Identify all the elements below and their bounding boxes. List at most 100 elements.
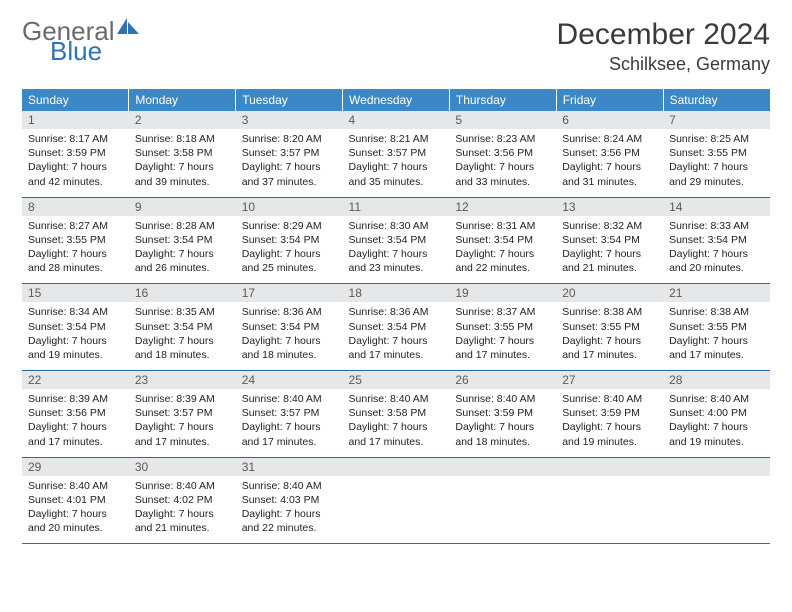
daylight-text-1: Daylight: 7 hours bbox=[669, 420, 764, 434]
daylight-text-1: Daylight: 7 hours bbox=[28, 247, 123, 261]
day-cell: 30Sunrise: 8:40 AMSunset: 4:02 PMDayligh… bbox=[129, 457, 236, 544]
daylight-text-1: Daylight: 7 hours bbox=[349, 247, 444, 261]
day-content: Sunrise: 8:37 AMSunset: 3:55 PMDaylight:… bbox=[449, 302, 556, 370]
sunrise-text: Sunrise: 8:29 AM bbox=[242, 219, 337, 233]
day-number: 30 bbox=[129, 458, 236, 476]
day-content-empty bbox=[343, 476, 450, 528]
weekday-header: Thursday bbox=[449, 89, 556, 111]
sunrise-text: Sunrise: 8:27 AM bbox=[28, 219, 123, 233]
daylight-text-1: Daylight: 7 hours bbox=[349, 334, 444, 348]
day-number: 22 bbox=[22, 371, 129, 389]
daylight-text-2: and 42 minutes. bbox=[28, 175, 123, 189]
day-number: 24 bbox=[236, 371, 343, 389]
day-content: Sunrise: 8:38 AMSunset: 3:55 PMDaylight:… bbox=[556, 302, 663, 370]
sunset-text: Sunset: 3:55 PM bbox=[669, 146, 764, 160]
sunrise-text: Sunrise: 8:39 AM bbox=[135, 392, 230, 406]
day-cell: 31Sunrise: 8:40 AMSunset: 4:03 PMDayligh… bbox=[236, 457, 343, 544]
sunrise-text: Sunrise: 8:40 AM bbox=[28, 479, 123, 493]
weekday-header-row: Sunday Monday Tuesday Wednesday Thursday… bbox=[22, 89, 770, 111]
day-cell: 10Sunrise: 8:29 AMSunset: 3:54 PMDayligh… bbox=[236, 197, 343, 284]
daylight-text-2: and 37 minutes. bbox=[242, 175, 337, 189]
day-content: Sunrise: 8:39 AMSunset: 3:56 PMDaylight:… bbox=[22, 389, 129, 457]
day-content: Sunrise: 8:38 AMSunset: 3:55 PMDaylight:… bbox=[663, 302, 770, 370]
sunset-text: Sunset: 3:54 PM bbox=[135, 233, 230, 247]
daylight-text-1: Daylight: 7 hours bbox=[669, 160, 764, 174]
day-content: Sunrise: 8:24 AMSunset: 3:56 PMDaylight:… bbox=[556, 129, 663, 197]
sunset-text: Sunset: 3:57 PM bbox=[349, 146, 444, 160]
day-number: 19 bbox=[449, 284, 556, 302]
day-content: Sunrise: 8:23 AMSunset: 3:56 PMDaylight:… bbox=[449, 129, 556, 197]
day-content: Sunrise: 8:36 AMSunset: 3:54 PMDaylight:… bbox=[343, 302, 450, 370]
sunrise-text: Sunrise: 8:40 AM bbox=[242, 479, 337, 493]
day-number: 23 bbox=[129, 371, 236, 389]
day-content: Sunrise: 8:21 AMSunset: 3:57 PMDaylight:… bbox=[343, 129, 450, 197]
sunrise-text: Sunrise: 8:34 AM bbox=[28, 305, 123, 319]
sunrise-text: Sunrise: 8:36 AM bbox=[349, 305, 444, 319]
sunrise-text: Sunrise: 8:28 AM bbox=[135, 219, 230, 233]
sunset-text: Sunset: 3:54 PM bbox=[135, 320, 230, 334]
sunrise-text: Sunrise: 8:38 AM bbox=[669, 305, 764, 319]
sunset-text: Sunset: 3:59 PM bbox=[455, 406, 550, 420]
day-cell: 21Sunrise: 8:38 AMSunset: 3:55 PMDayligh… bbox=[663, 284, 770, 371]
sunrise-text: Sunrise: 8:17 AM bbox=[28, 132, 123, 146]
daylight-text-1: Daylight: 7 hours bbox=[349, 160, 444, 174]
sunset-text: Sunset: 3:55 PM bbox=[562, 320, 657, 334]
daylight-text-2: and 22 minutes. bbox=[242, 521, 337, 535]
day-number: 29 bbox=[22, 458, 129, 476]
day-number-empty bbox=[556, 458, 663, 476]
daylight-text-1: Daylight: 7 hours bbox=[349, 420, 444, 434]
day-number: 9 bbox=[129, 198, 236, 216]
weekday-header: Wednesday bbox=[343, 89, 450, 111]
day-cell: 26Sunrise: 8:40 AMSunset: 3:59 PMDayligh… bbox=[449, 371, 556, 458]
day-cell: 3Sunrise: 8:20 AMSunset: 3:57 PMDaylight… bbox=[236, 111, 343, 197]
daylight-text-1: Daylight: 7 hours bbox=[135, 160, 230, 174]
sunrise-text: Sunrise: 8:31 AM bbox=[455, 219, 550, 233]
week-row: 29Sunrise: 8:40 AMSunset: 4:01 PMDayligh… bbox=[22, 457, 770, 544]
daylight-text-1: Daylight: 7 hours bbox=[562, 420, 657, 434]
sunset-text: Sunset: 3:55 PM bbox=[28, 233, 123, 247]
day-content: Sunrise: 8:40 AMSunset: 4:03 PMDaylight:… bbox=[236, 476, 343, 544]
day-content: Sunrise: 8:40 AMSunset: 4:01 PMDaylight:… bbox=[22, 476, 129, 544]
daylight-text-1: Daylight: 7 hours bbox=[455, 160, 550, 174]
week-row: 8Sunrise: 8:27 AMSunset: 3:55 PMDaylight… bbox=[22, 197, 770, 284]
daylight-text-2: and 18 minutes. bbox=[135, 348, 230, 362]
sunset-text: Sunset: 4:03 PM bbox=[242, 493, 337, 507]
day-number: 8 bbox=[22, 198, 129, 216]
daylight-text-2: and 17 minutes. bbox=[349, 435, 444, 449]
day-number: 5 bbox=[449, 111, 556, 129]
daylight-text-2: and 20 minutes. bbox=[28, 521, 123, 535]
sunset-text: Sunset: 4:01 PM bbox=[28, 493, 123, 507]
daylight-text-1: Daylight: 7 hours bbox=[135, 334, 230, 348]
day-cell: 14Sunrise: 8:33 AMSunset: 3:54 PMDayligh… bbox=[663, 197, 770, 284]
weekday-header: Tuesday bbox=[236, 89, 343, 111]
day-number: 15 bbox=[22, 284, 129, 302]
daylight-text-1: Daylight: 7 hours bbox=[242, 420, 337, 434]
day-cell bbox=[556, 457, 663, 544]
day-content: Sunrise: 8:28 AMSunset: 3:54 PMDaylight:… bbox=[129, 216, 236, 284]
daylight-text-1: Daylight: 7 hours bbox=[242, 507, 337, 521]
daylight-text-1: Daylight: 7 hours bbox=[28, 334, 123, 348]
logo-text-blue: Blue bbox=[50, 38, 102, 64]
sunset-text: Sunset: 3:55 PM bbox=[669, 320, 764, 334]
day-number: 1 bbox=[22, 111, 129, 129]
day-content: Sunrise: 8:33 AMSunset: 3:54 PMDaylight:… bbox=[663, 216, 770, 284]
sunrise-text: Sunrise: 8:24 AM bbox=[562, 132, 657, 146]
daylight-text-1: Daylight: 7 hours bbox=[562, 334, 657, 348]
daylight-text-1: Daylight: 7 hours bbox=[562, 247, 657, 261]
sunrise-text: Sunrise: 8:40 AM bbox=[669, 392, 764, 406]
day-number: 4 bbox=[343, 111, 450, 129]
sunset-text: Sunset: 3:54 PM bbox=[349, 320, 444, 334]
day-content: Sunrise: 8:40 AMSunset: 3:59 PMDaylight:… bbox=[556, 389, 663, 457]
daylight-text-1: Daylight: 7 hours bbox=[242, 334, 337, 348]
daylight-text-2: and 31 minutes. bbox=[562, 175, 657, 189]
day-cell: 5Sunrise: 8:23 AMSunset: 3:56 PMDaylight… bbox=[449, 111, 556, 197]
daylight-text-1: Daylight: 7 hours bbox=[455, 247, 550, 261]
day-cell: 20Sunrise: 8:38 AMSunset: 3:55 PMDayligh… bbox=[556, 284, 663, 371]
day-cell bbox=[663, 457, 770, 544]
sunrise-text: Sunrise: 8:40 AM bbox=[349, 392, 444, 406]
daylight-text-1: Daylight: 7 hours bbox=[28, 507, 123, 521]
day-number: 31 bbox=[236, 458, 343, 476]
weekday-header: Monday bbox=[129, 89, 236, 111]
day-cell: 16Sunrise: 8:35 AMSunset: 3:54 PMDayligh… bbox=[129, 284, 236, 371]
daylight-text-1: Daylight: 7 hours bbox=[455, 334, 550, 348]
